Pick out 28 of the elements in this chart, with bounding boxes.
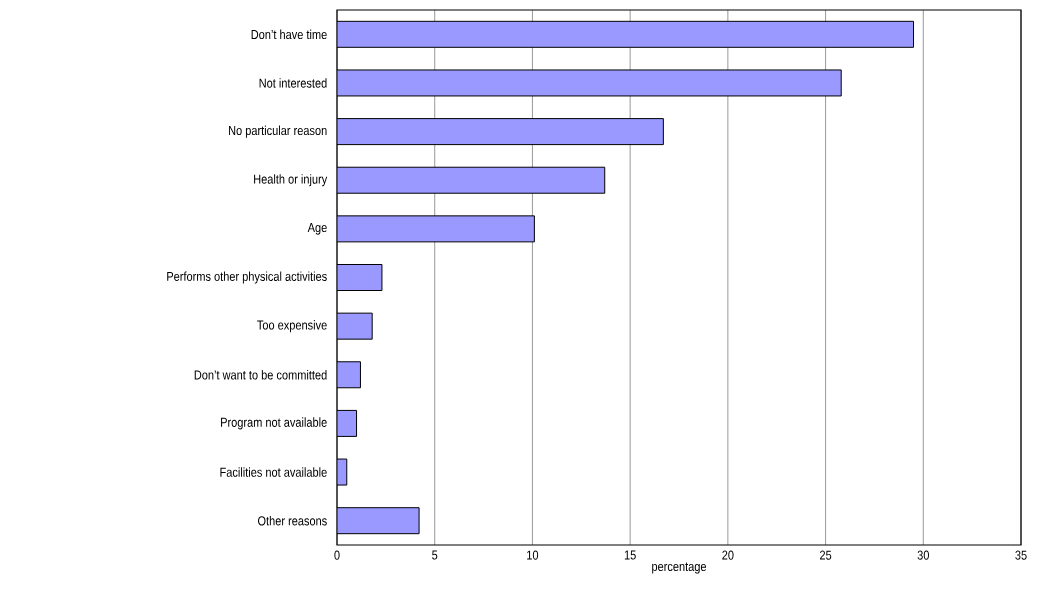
x-tick-label: 20 <box>722 550 734 560</box>
y-tick-label: Don’t want to be committed <box>194 370 327 380</box>
y-tick-label: Health or injury <box>254 174 328 187</box>
x-tick-label: 0 <box>334 550 340 560</box>
bar <box>337 361 361 389</box>
x-tick-label: 5 <box>432 550 438 560</box>
y-tick-label: Don’t have time <box>251 29 327 40</box>
bar <box>337 166 606 194</box>
x-tick-label: 15 <box>624 550 636 560</box>
y-tick-label: Performs other physical activities <box>167 271 327 284</box>
bar <box>337 215 535 243</box>
y-tick-label: Age <box>307 223 327 235</box>
y-tick-label: No particular reason <box>229 125 327 138</box>
bar <box>337 20 915 48</box>
bar <box>337 118 664 146</box>
y-tick-label: Too expensive <box>257 320 327 333</box>
y-tick-label: Not interested <box>259 78 327 88</box>
bar <box>337 507 420 535</box>
x-tick-label: 10 <box>527 550 539 560</box>
x-tick-label: 30 <box>917 550 929 560</box>
bar <box>337 69 842 97</box>
x-tick-label: 35 <box>1015 550 1027 560</box>
x-axis-title: percentage <box>652 562 707 574</box>
y-tick-label: Facilities not available <box>220 467 327 477</box>
y-tick-label: Program not available <box>221 417 327 430</box>
x-tick-label: 25 <box>820 550 832 560</box>
y-tick-label: Other reasons <box>257 515 327 526</box>
bar <box>337 264 383 291</box>
